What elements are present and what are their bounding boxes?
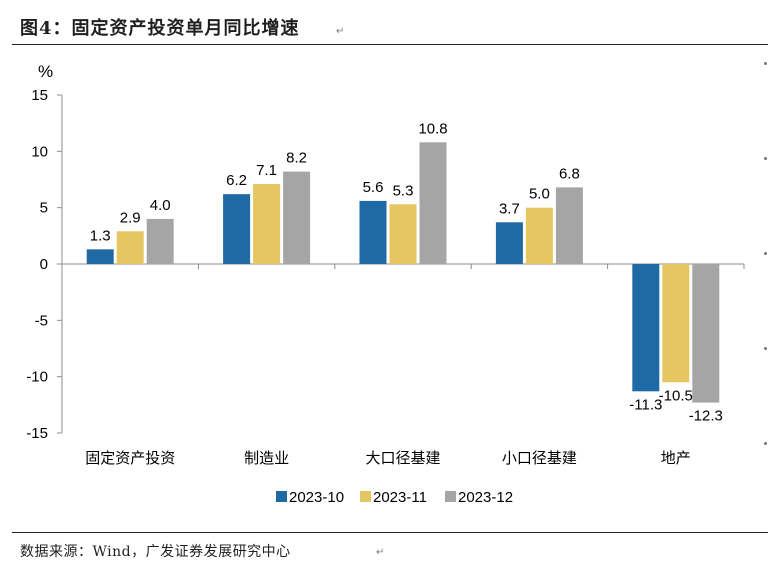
data-label: -10.5 — [659, 387, 693, 404]
legend: 2023-10 2023-11 2023-12 — [276, 489, 513, 506]
legend-swatch — [276, 491, 287, 502]
y-tick-label: -15 — [26, 425, 48, 442]
bar — [632, 264, 660, 392]
legend-swatch — [360, 491, 371, 502]
data-label: -11.3 — [629, 396, 662, 413]
bar — [419, 142, 447, 264]
return-mark-icon: ↵ — [336, 26, 345, 37]
chart: % 15 10 5 0 -5 -10 -15 固定资产投资 制造业 大口径基建 小口径基建 地产 1.3… — [26, 62, 745, 506]
side-marks — [764, 62, 770, 537]
bar — [692, 264, 720, 403]
y-tick-label: 10 — [31, 143, 48, 160]
x-category-label: 地产 — [661, 450, 691, 467]
bar — [662, 264, 690, 383]
data-label: 5.3 — [393, 182, 414, 199]
bar — [253, 184, 281, 264]
source-note: 数据来源：Wind，广发证券发展研究中心 — [20, 544, 291, 560]
data-label: 7.1 — [256, 162, 277, 179]
data-label: 5.0 — [529, 186, 550, 203]
source-rule — [12, 532, 768, 533]
legend-label: 2023-11 — [373, 489, 427, 506]
data-label: 4.0 — [150, 197, 171, 214]
x-category-label: 小口径基建 — [502, 450, 577, 467]
data-label: 5.6 — [363, 179, 384, 196]
return-mark-icon: ↵ — [376, 547, 385, 558]
figure-title: 图4：固定资产投资单月同比增速 — [20, 18, 300, 39]
y-tick-label: -10 — [26, 369, 48, 386]
bar — [359, 200, 387, 264]
bars — [86, 142, 720, 403]
data-label: 8.2 — [286, 150, 307, 167]
data-label: -12.3 — [689, 408, 723, 425]
axes: % 15 10 5 0 -5 -10 -15 固定资产投资 制造业 大口径基建 小口径基建 地产 — [26, 62, 745, 467]
data-label: 10.8 — [418, 120, 447, 137]
data-label: 6.2 — [226, 172, 247, 189]
bar — [495, 222, 523, 264]
bar — [389, 204, 417, 264]
bar — [116, 231, 144, 264]
y-unit-label: % — [38, 62, 53, 81]
y-tick-label: 15 — [31, 87, 48, 104]
bar — [555, 187, 583, 264]
title-rule — [12, 44, 768, 45]
y-tick-label: 0 — [40, 256, 48, 273]
data-label: 6.8 — [559, 165, 580, 182]
data-label: 3.7 — [499, 200, 520, 217]
y-tick-label: 5 — [40, 200, 48, 217]
x-category-label: 固定资产投资 — [85, 450, 175, 467]
data-label: 2.9 — [120, 209, 141, 226]
legend-label: 2023-12 — [458, 489, 513, 506]
bar — [146, 218, 174, 264]
bar — [283, 171, 311, 264]
x-category-label: 制造业 — [244, 450, 289, 467]
x-category-label: 大口径基建 — [365, 450, 440, 467]
data-labels: 1.3 6.2 5.6 3.7 -11.3 2.9 7.1 5.3 5.0 -10.5 4.0 8.2… — [90, 120, 723, 424]
legend-swatch — [445, 491, 456, 502]
bar — [525, 207, 553, 264]
data-label: 1.3 — [90, 227, 111, 244]
bar — [223, 194, 251, 264]
legend-label: 2023-10 — [289, 489, 344, 506]
bar — [86, 249, 114, 264]
y-tick-label: -5 — [35, 312, 48, 329]
